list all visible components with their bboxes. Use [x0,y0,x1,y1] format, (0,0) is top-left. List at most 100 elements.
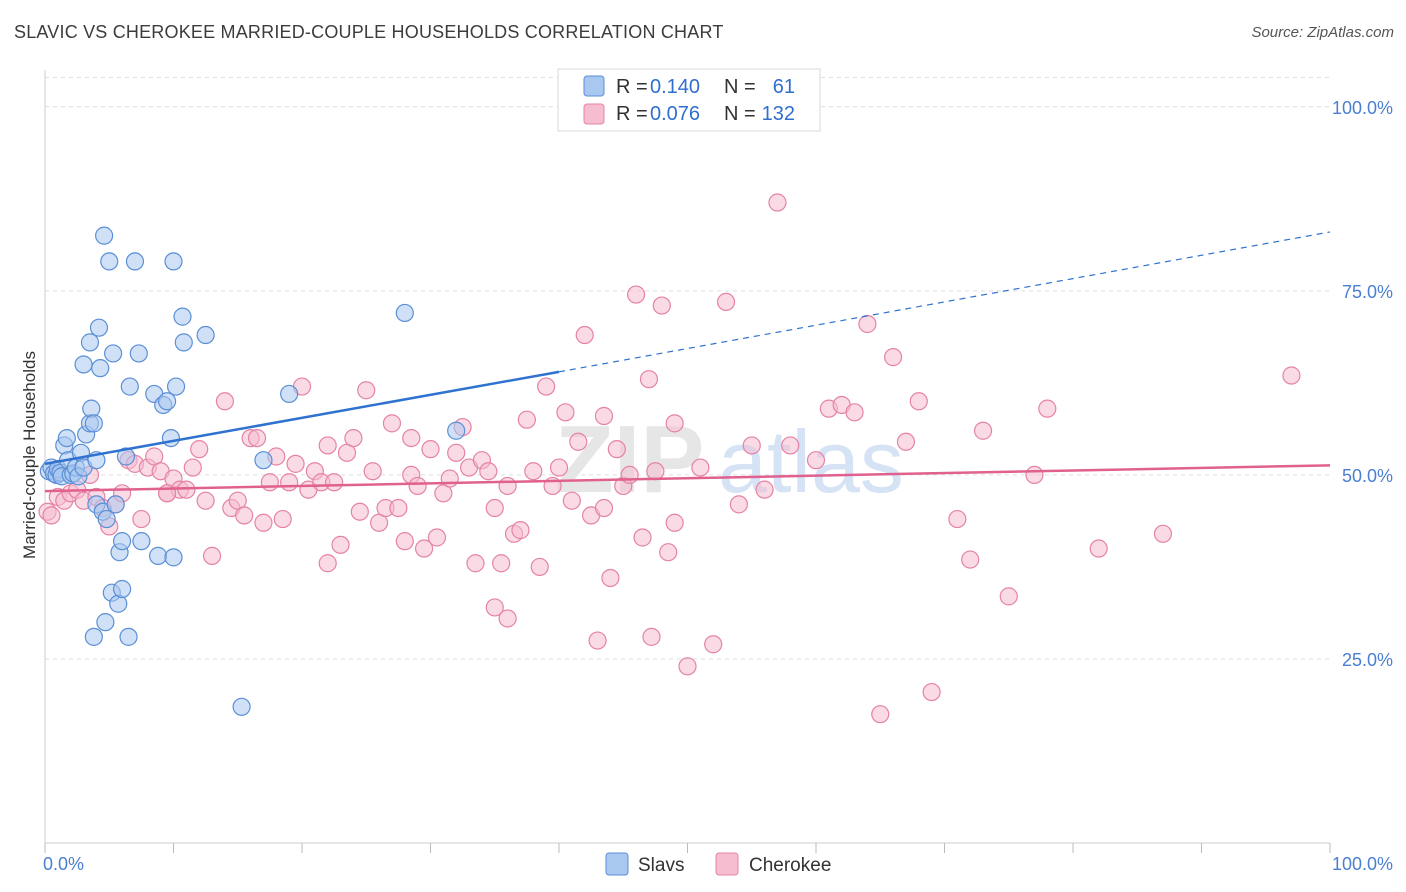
cherokee-point [883,348,903,367]
correlation-legend: R = 0.140 N = 61 R = 0.076 N = 132 [557,68,821,132]
slavs-point [120,377,139,396]
cherokee-point [607,440,626,459]
slavs-point [196,325,215,345]
cherokee-point [331,535,350,554]
slavs-point [119,627,138,646]
cherokee-point [389,498,408,518]
cherokee-point [768,193,787,212]
cherokee-point [665,414,684,433]
grid-lines [45,76,1330,660]
cherokee-point [871,705,890,724]
slavs-point [125,252,145,271]
cherokee-point [562,491,581,510]
cherokee-point [517,410,536,429]
cherokee-point [273,509,292,529]
cherokee-point [729,495,749,514]
cherokee-point [190,440,209,459]
cherokee-point [678,657,697,676]
cherokee-point [1282,366,1301,385]
slavs-point [57,428,76,448]
cherokee-point [642,627,661,646]
chart-title: SLAVIC VS CHEROKEE MARRIED-COUPLE HOUSEH… [14,22,724,42]
cherokee-point [659,543,678,562]
legend-slavs-swatch [583,75,605,97]
legend-cherokee-r-label: R = [616,103,648,125]
slavs-trend-extension [558,231,1331,373]
cherokee-point [633,528,652,547]
cherokee-point [280,473,299,492]
cherokee-point [363,462,382,481]
cherokee-point [549,458,569,477]
cherokee-point [620,465,639,485]
slavs-point [395,303,414,323]
slavs-point [232,697,251,716]
cherokee-point [408,476,427,496]
cherokee-point [466,554,485,573]
axes [44,70,1331,853]
cherokee-point [646,462,665,481]
cherokee-point [1153,524,1173,543]
series-legend: Slavs Cherokee [605,852,831,876]
slavs-point [95,226,114,245]
slavs-point [106,495,125,514]
slavs-point [84,627,103,646]
cherokee-point [961,550,980,569]
cherokee-point [1038,399,1057,418]
cherokee-point [524,462,543,481]
cherokee-point [691,458,710,477]
cherokee-point [479,462,498,481]
slavs-point [80,333,100,352]
cherokee-point [183,458,202,477]
slavs-point [97,509,116,529]
cherokee-point [447,443,466,462]
slavs-point [447,421,466,440]
cherokee-point [639,370,659,389]
cherokee-point [1089,539,1108,558]
cherokee-point [395,532,414,551]
bottom-legend-cherokee-swatch [715,852,739,876]
cherokee-point [485,598,504,617]
slavs-point [116,447,136,466]
cherokee-point [382,414,402,433]
cherokee-point [755,480,774,499]
slavs-point [74,355,93,374]
cherokee-point [202,546,222,565]
cherokee-point [260,473,279,492]
y-tick-label-50: 50.0% [1342,466,1393,486]
y-axis-label: Married-couple Households [20,351,39,559]
legend-slavs-n-value: 61 [773,76,795,98]
cherokee-point [235,506,254,525]
slavs-point [164,548,183,567]
legend-cherokee-swatch [583,103,605,125]
cherokee-point [402,428,421,448]
slavs-point [254,451,273,470]
cherokee-point [350,502,369,521]
cherokee-point [569,432,588,451]
cherokee-trend-line [44,464,1331,493]
trend-lines [44,231,1331,493]
bottom-legend-cherokee-label: Cherokee [749,855,831,876]
slavs-point [112,579,132,599]
legend-cherokee-n-value: 132 [762,103,795,125]
slavs-point [157,392,177,411]
slavs-point [104,344,123,363]
cherokee-point [896,432,916,451]
cherokee-point [909,392,928,411]
cherokee-point [999,587,1018,606]
cherokee-point [215,392,234,411]
cherokee-point [948,509,967,529]
slavs-trend-line [44,370,560,466]
cherokee-point [414,539,434,558]
cherokee-point [845,403,864,422]
x-tick-label-max: 100.0% [1332,854,1393,874]
cherokee-points [38,193,1301,724]
cherokee-point [530,557,549,577]
cherokee-point [498,609,517,628]
slavs-point [148,546,168,565]
cherokee-point [492,554,511,573]
slavs-point [161,428,181,448]
x-tick-label-min: 0.0% [43,854,84,874]
cherokee-point [254,513,273,532]
cherokee-point [485,498,504,518]
